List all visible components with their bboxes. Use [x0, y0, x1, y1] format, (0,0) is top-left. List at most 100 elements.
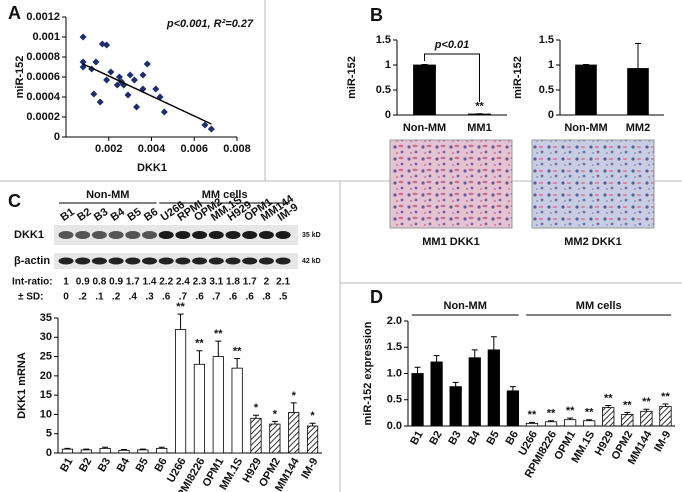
y-tick-label: 1 — [548, 59, 554, 71]
y-tick-label: 1.0 — [387, 367, 402, 379]
error-bar — [605, 405, 612, 408]
error-bar — [528, 421, 535, 424]
blot-band — [142, 257, 157, 265]
trendline — [82, 63, 212, 125]
x-tick-label: Non-MM — [403, 122, 446, 134]
bar — [627, 68, 649, 116]
lane-label: B5 — [125, 206, 143, 224]
lane-label: B2 — [75, 206, 93, 224]
significance-label: ** — [176, 301, 185, 313]
int-ratio: 3.1 — [209, 277, 223, 288]
error-bar — [548, 420, 555, 422]
bar — [137, 449, 149, 454]
bar — [212, 356, 224, 454]
sd-value: .6 — [162, 292, 171, 303]
x-tick-label: Non-MM — [564, 122, 607, 134]
row-label: DKK1 — [14, 229, 44, 241]
x-tick-label: B4 — [115, 455, 133, 474]
y-tick-label: 0.0012 — [26, 11, 60, 23]
y-tick-label: 1.5 — [376, 34, 391, 46]
y-tick-label: 0.0006 — [26, 71, 60, 83]
blot-band — [58, 257, 74, 265]
error-bar — [471, 349, 478, 358]
y-tick-label: 0.0002 — [26, 111, 60, 123]
bar — [411, 373, 424, 427]
y-axis-label: miR-152 — [512, 56, 524, 99]
y-tick-label: 0.5 — [387, 394, 402, 406]
bar — [80, 449, 92, 454]
error-bar — [102, 446, 109, 449]
blot-band — [75, 257, 91, 265]
x-axis-label: DKK1 — [137, 162, 167, 174]
y-tick-label: 30 — [40, 331, 52, 343]
blot-band — [58, 231, 74, 239]
error-bar — [309, 422, 316, 426]
point — [126, 71, 134, 79]
point — [90, 90, 98, 98]
int-ratio: 0.9 — [109, 277, 123, 288]
x-tick-label: B5 — [134, 456, 151, 474]
bar — [61, 448, 74, 454]
y-tick-label: 0.0008 — [26, 51, 60, 63]
sd-value: .3 — [145, 292, 154, 303]
significance-label: ** — [528, 409, 537, 421]
error-bar — [433, 355, 440, 362]
error-bar — [414, 366, 421, 374]
error-bar — [83, 448, 90, 450]
sd-value: .6 — [195, 292, 204, 303]
significance-label: ** — [233, 345, 242, 357]
bar — [640, 410, 653, 427]
point — [201, 121, 209, 129]
blot-band — [158, 257, 174, 265]
bar — [449, 386, 462, 427]
point — [130, 76, 138, 84]
bar — [193, 363, 206, 454]
histology-image — [389, 139, 513, 229]
sd-value: .1 — [95, 292, 104, 303]
blot-band — [208, 231, 224, 239]
blot-band — [225, 231, 241, 239]
annotation: p<0.001, R²=0.27 — [166, 18, 254, 30]
blot-band — [192, 257, 208, 265]
y-tick-label: 15 — [40, 389, 52, 401]
x-tick-label: 0.004 — [138, 143, 166, 155]
blot-band — [108, 257, 124, 265]
y-tick-label: 2.0 — [387, 315, 402, 327]
point — [207, 125, 215, 133]
int-ratio: 1.8 — [226, 277, 240, 288]
bar — [468, 357, 481, 427]
bar — [250, 417, 262, 454]
significance-label: ** — [585, 407, 594, 419]
point — [79, 33, 87, 41]
y-axis-label: DKK1 mRNA — [16, 352, 28, 419]
point — [139, 71, 147, 79]
significance-label: ** — [214, 328, 223, 340]
bar — [575, 64, 597, 116]
group-label: MM cells — [576, 300, 622, 312]
sd-value: 0 — [63, 292, 69, 303]
int-ratio: 0.9 — [76, 277, 90, 288]
blot-band — [91, 257, 107, 265]
significance-label: ** — [547, 408, 556, 420]
annotation: p<0.01 — [434, 39, 470, 51]
blot-band — [208, 257, 224, 265]
point — [152, 85, 160, 93]
blot-band — [192, 231, 208, 239]
sd-value: .7 — [212, 292, 221, 303]
bar — [659, 406, 672, 427]
error-bar — [234, 358, 241, 369]
blot-band — [242, 231, 258, 239]
x-tick-label: B4 — [465, 428, 483, 447]
significance-label: ** — [642, 396, 651, 408]
blot-band — [91, 231, 107, 239]
point — [115, 73, 123, 81]
error-bar — [177, 313, 184, 330]
blot-band — [225, 257, 241, 265]
x-tick-label: B1 — [58, 456, 75, 474]
int-ratio: 1 — [63, 277, 69, 288]
point — [103, 41, 111, 49]
sd-value: .4 — [129, 292, 138, 303]
sd-value: .6 — [246, 292, 255, 303]
y-tick-label: 0 — [54, 131, 60, 143]
y-tick-label: 10 — [40, 408, 52, 420]
